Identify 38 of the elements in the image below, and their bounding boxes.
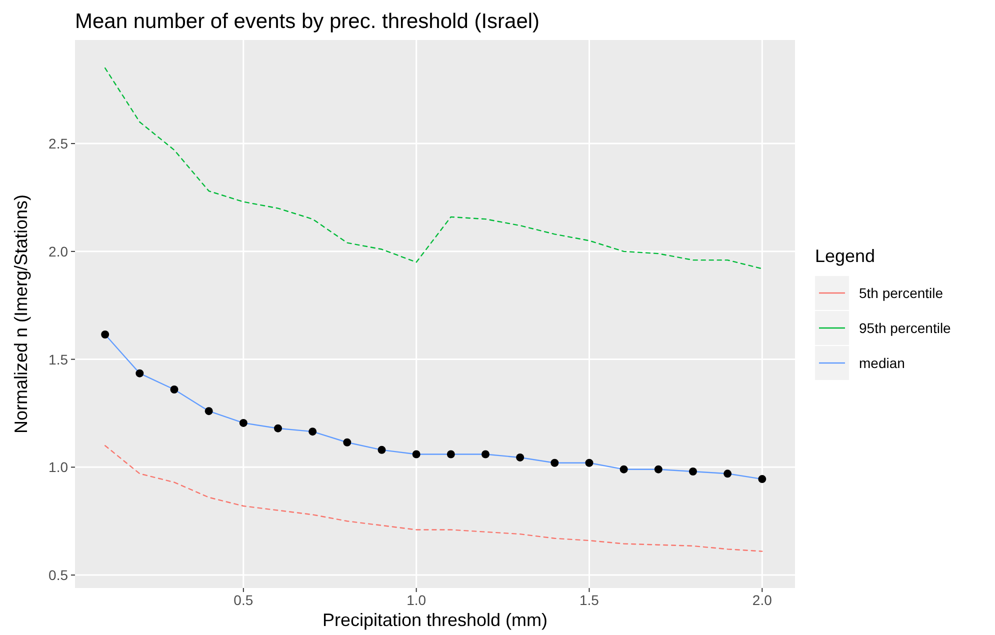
point: [343, 438, 352, 446]
point: [101, 330, 110, 338]
legend-label: 5th percentile: [859, 285, 944, 301]
legend-label: 95th percentile: [859, 320, 952, 336]
point: [274, 424, 282, 432]
y-tick-label: 2.5: [48, 136, 68, 152]
point: [481, 450, 490, 458]
point: [170, 386, 178, 394]
point: [516, 453, 524, 462]
line-series: [104, 445, 763, 552]
point: [550, 458, 559, 467]
chart-title: Mean number of events by prec. threshold (Israel): [75, 10, 540, 33]
point: [378, 446, 386, 454]
point: [308, 428, 317, 436]
point: [136, 369, 144, 378]
point: [620, 465, 628, 474]
y-tick-label: 1.0: [48, 459, 68, 476]
line-series: [104, 67, 763, 270]
point: [654, 465, 662, 474]
point: [688, 467, 697, 476]
point: [239, 418, 248, 427]
x-tick-label: 1.5: [580, 592, 600, 608]
point: [724, 470, 732, 478]
legend-label: median: [859, 355, 905, 371]
point: [412, 450, 420, 458]
point: [204, 407, 213, 416]
y-tick-label: 1.5: [48, 351, 68, 368]
y-axis-title: Normalized n (Imerg/Stations): [11, 194, 31, 434]
x-tick-label: 2.0: [752, 592, 772, 608]
y-tick-label: 2.0: [48, 243, 68, 260]
x-tick-label: 1.0: [406, 592, 426, 608]
x-tick-label: 0.5: [234, 592, 254, 608]
point: [758, 475, 766, 484]
point: [446, 450, 455, 458]
point: [585, 458, 594, 467]
legend-title: Legend: [815, 246, 876, 266]
x-axis-title: Precipitation threshold (mm): [322, 610, 548, 630]
y-tick-label: 0.5: [48, 567, 68, 584]
